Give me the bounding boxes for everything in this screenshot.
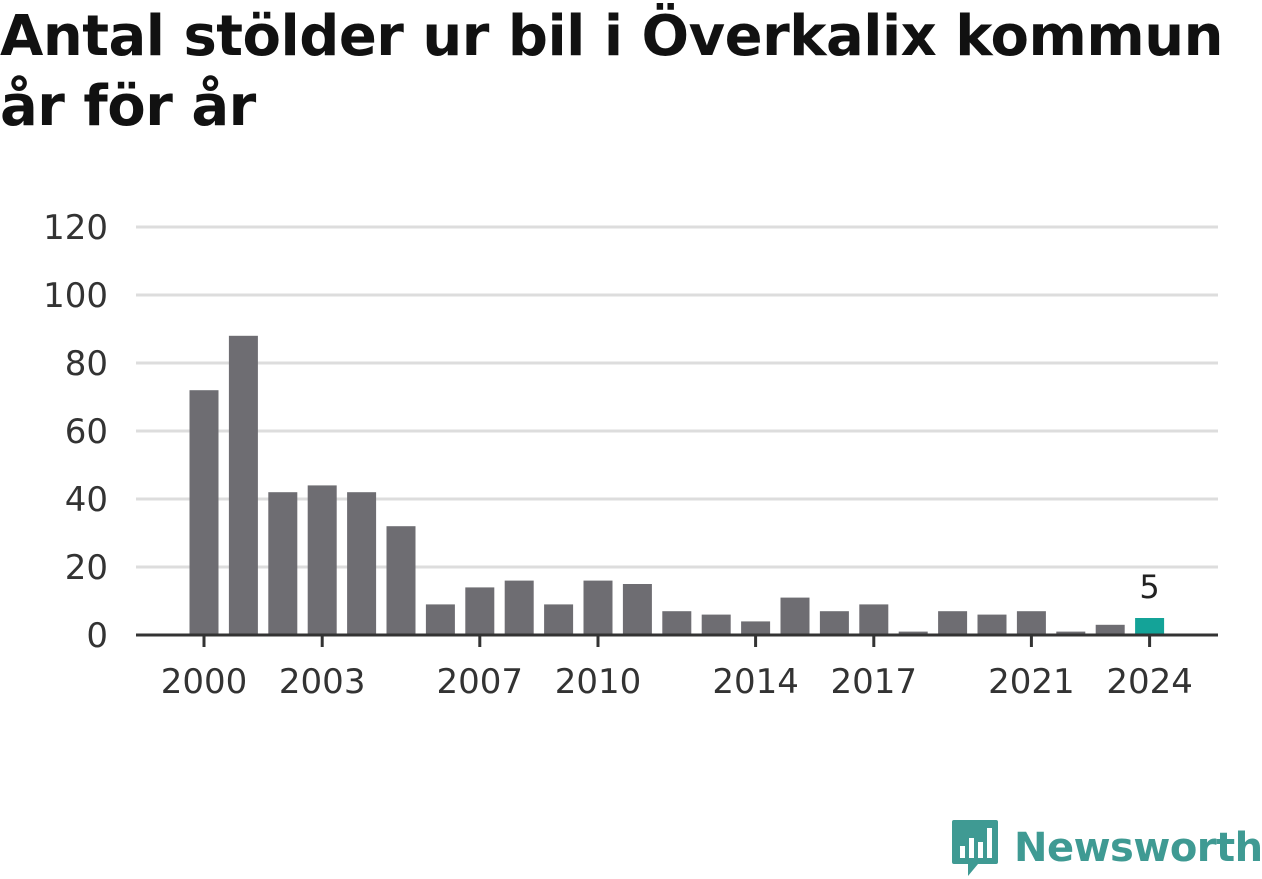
bar-2014 — [741, 621, 771, 635]
x-tick-label: 2014 — [712, 662, 799, 702]
x-tick-label: 2017 — [831, 662, 918, 702]
bar-2006 — [425, 604, 455, 635]
x-tick-label: 2021 — [988, 662, 1075, 702]
bar-2003 — [307, 485, 337, 635]
y-tick-label: 80 — [65, 344, 108, 384]
bar-2022 — [1056, 631, 1086, 635]
chart-title: Antal stölder ur bil i Överkalix kommun … — [0, 4, 1223, 139]
x-axis-ticks: 2000 2003 2007 2010 2014 2017 2021 2024 — [161, 635, 1193, 702]
bar-2017 — [859, 604, 889, 635]
bar-2018 — [898, 631, 928, 635]
y-tick-label: 60 — [65, 412, 108, 452]
y-axis-ticks: 0 20 40 60 80 100 120 — [43, 208, 108, 656]
bar-2013 — [701, 614, 731, 635]
brand-footer: Newsworthy — [950, 818, 1262, 878]
bar-2001 — [228, 335, 258, 635]
bar-2005 — [386, 526, 416, 635]
bar-2010 — [583, 580, 613, 635]
newsworthy-logo-icon — [952, 820, 998, 876]
bar-2007 — [465, 587, 495, 635]
bar-chart: 0 20 40 60 80 100 120 2000 2003 2007 2010 2014 2017… — [43, 208, 1218, 702]
bar-2004 — [347, 492, 377, 635]
x-tick-label: 2003 — [279, 662, 366, 702]
x-tick-label: 2000 — [161, 662, 248, 702]
bars — [189, 335, 1165, 635]
bar-2021 — [1016, 611, 1046, 635]
bar-2015 — [780, 597, 810, 635]
data-label: 5 — [1139, 568, 1159, 606]
bar-2002 — [268, 492, 298, 635]
y-tick-label: 100 — [43, 276, 108, 316]
bar-2019 — [938, 611, 968, 635]
y-tick-label: 120 — [43, 208, 108, 248]
y-tick-label: 0 — [86, 616, 108, 656]
bar-2009 — [544, 604, 574, 635]
brand-name: Newsworthy — [1014, 825, 1262, 871]
x-tick-label: 2024 — [1106, 662, 1193, 702]
data-labels: 5 — [1139, 568, 1159, 606]
bar-2020 — [977, 614, 1007, 635]
bar-2000 — [189, 390, 219, 635]
bar-2012 — [662, 611, 692, 635]
bar-2023 — [1095, 624, 1125, 635]
x-tick-label: 2007 — [437, 662, 524, 702]
x-tick-label: 2010 — [555, 662, 642, 702]
y-tick-label: 20 — [65, 548, 108, 588]
bar-2008 — [504, 580, 534, 635]
gridlines — [136, 225, 1218, 569]
bar-2016 — [819, 611, 849, 635]
y-tick-label: 40 — [65, 480, 108, 520]
bar-2024 — [1135, 618, 1165, 635]
bar-2011 — [622, 584, 652, 635]
